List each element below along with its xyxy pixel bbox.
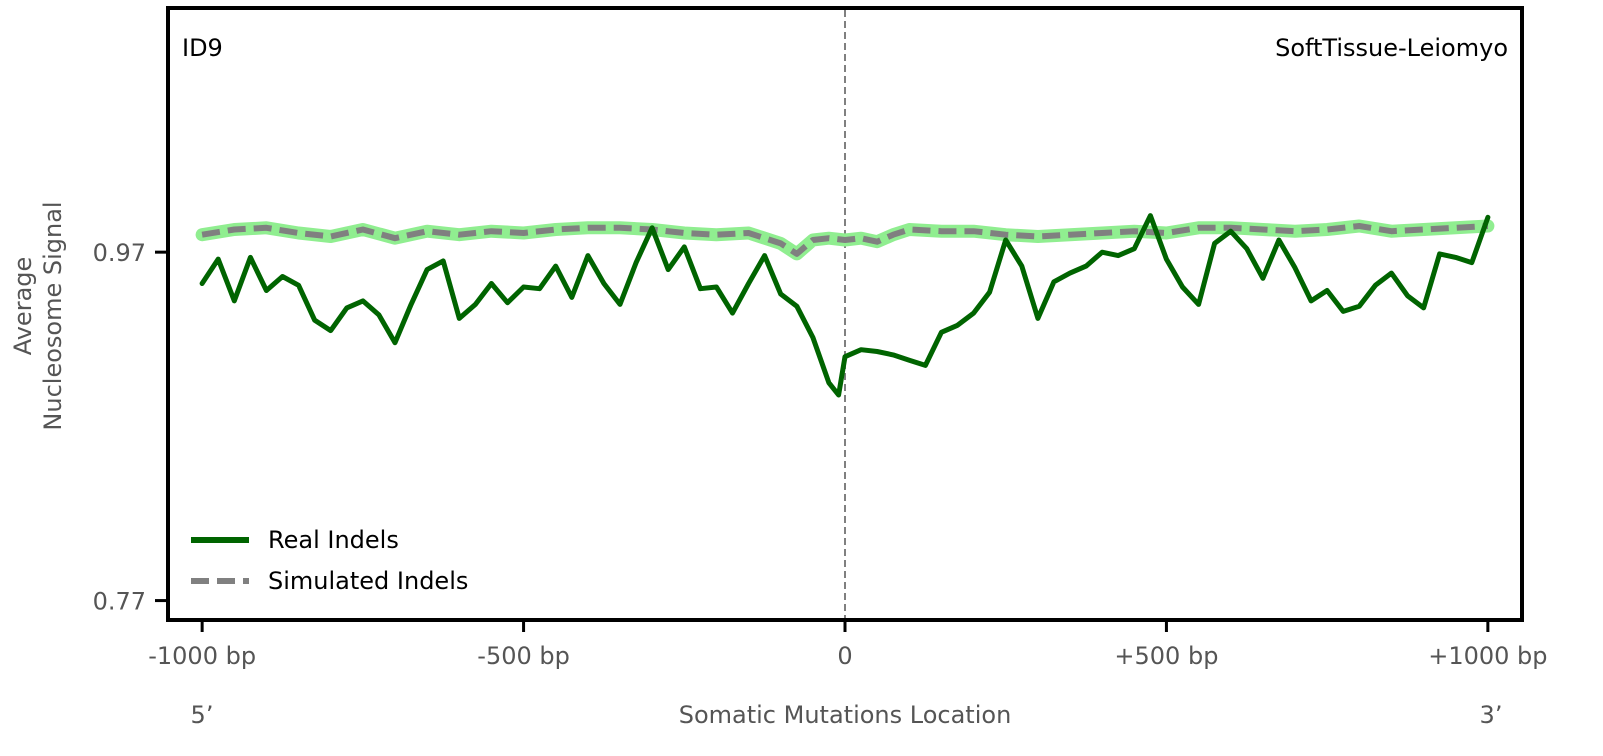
- x-axis-ticks: -1000 bp -500 bp 0 +500 bp +1000 bp: [148, 621, 1548, 670]
- three-prime-label: 3’: [1480, 701, 1503, 729]
- legend-simulated-indels-label: Simulated Indels: [268, 567, 468, 595]
- y-tick-label: 0.97: [93, 239, 146, 267]
- x-tick-label: +500 bp: [1114, 642, 1218, 670]
- x-tick-label: 0: [837, 642, 852, 670]
- panel-label: ID9: [182, 34, 223, 62]
- tissue-label: SoftTissue-Leiomyo: [1275, 34, 1508, 62]
- y-axis-title-line-1: Average: [9, 257, 37, 356]
- real-indels-line: [199, 213, 1491, 398]
- y-axis-ticks: 0.97 0.77: [93, 239, 166, 616]
- y-axis-title-line-2: Nucleosome Signal: [39, 201, 67, 430]
- legend: Real Indels Simulated Indels: [191, 526, 468, 595]
- x-tick-label: +1000 bp: [1428, 642, 1547, 670]
- five-prime-label: 5’: [191, 701, 214, 729]
- x-tick-label: -1000 bp: [148, 642, 256, 670]
- x-axis-title: Somatic Mutations Location: [679, 701, 1012, 729]
- simulated-indels-line: [201, 223, 1489, 257]
- series-layer: [195, 213, 1495, 398]
- plot-frame: [166, 6, 1524, 622]
- x-tick-label: -500 bp: [477, 642, 570, 670]
- legend-real-indels-label: Real Indels: [268, 526, 399, 554]
- y-tick-label: 0.77: [93, 588, 146, 616]
